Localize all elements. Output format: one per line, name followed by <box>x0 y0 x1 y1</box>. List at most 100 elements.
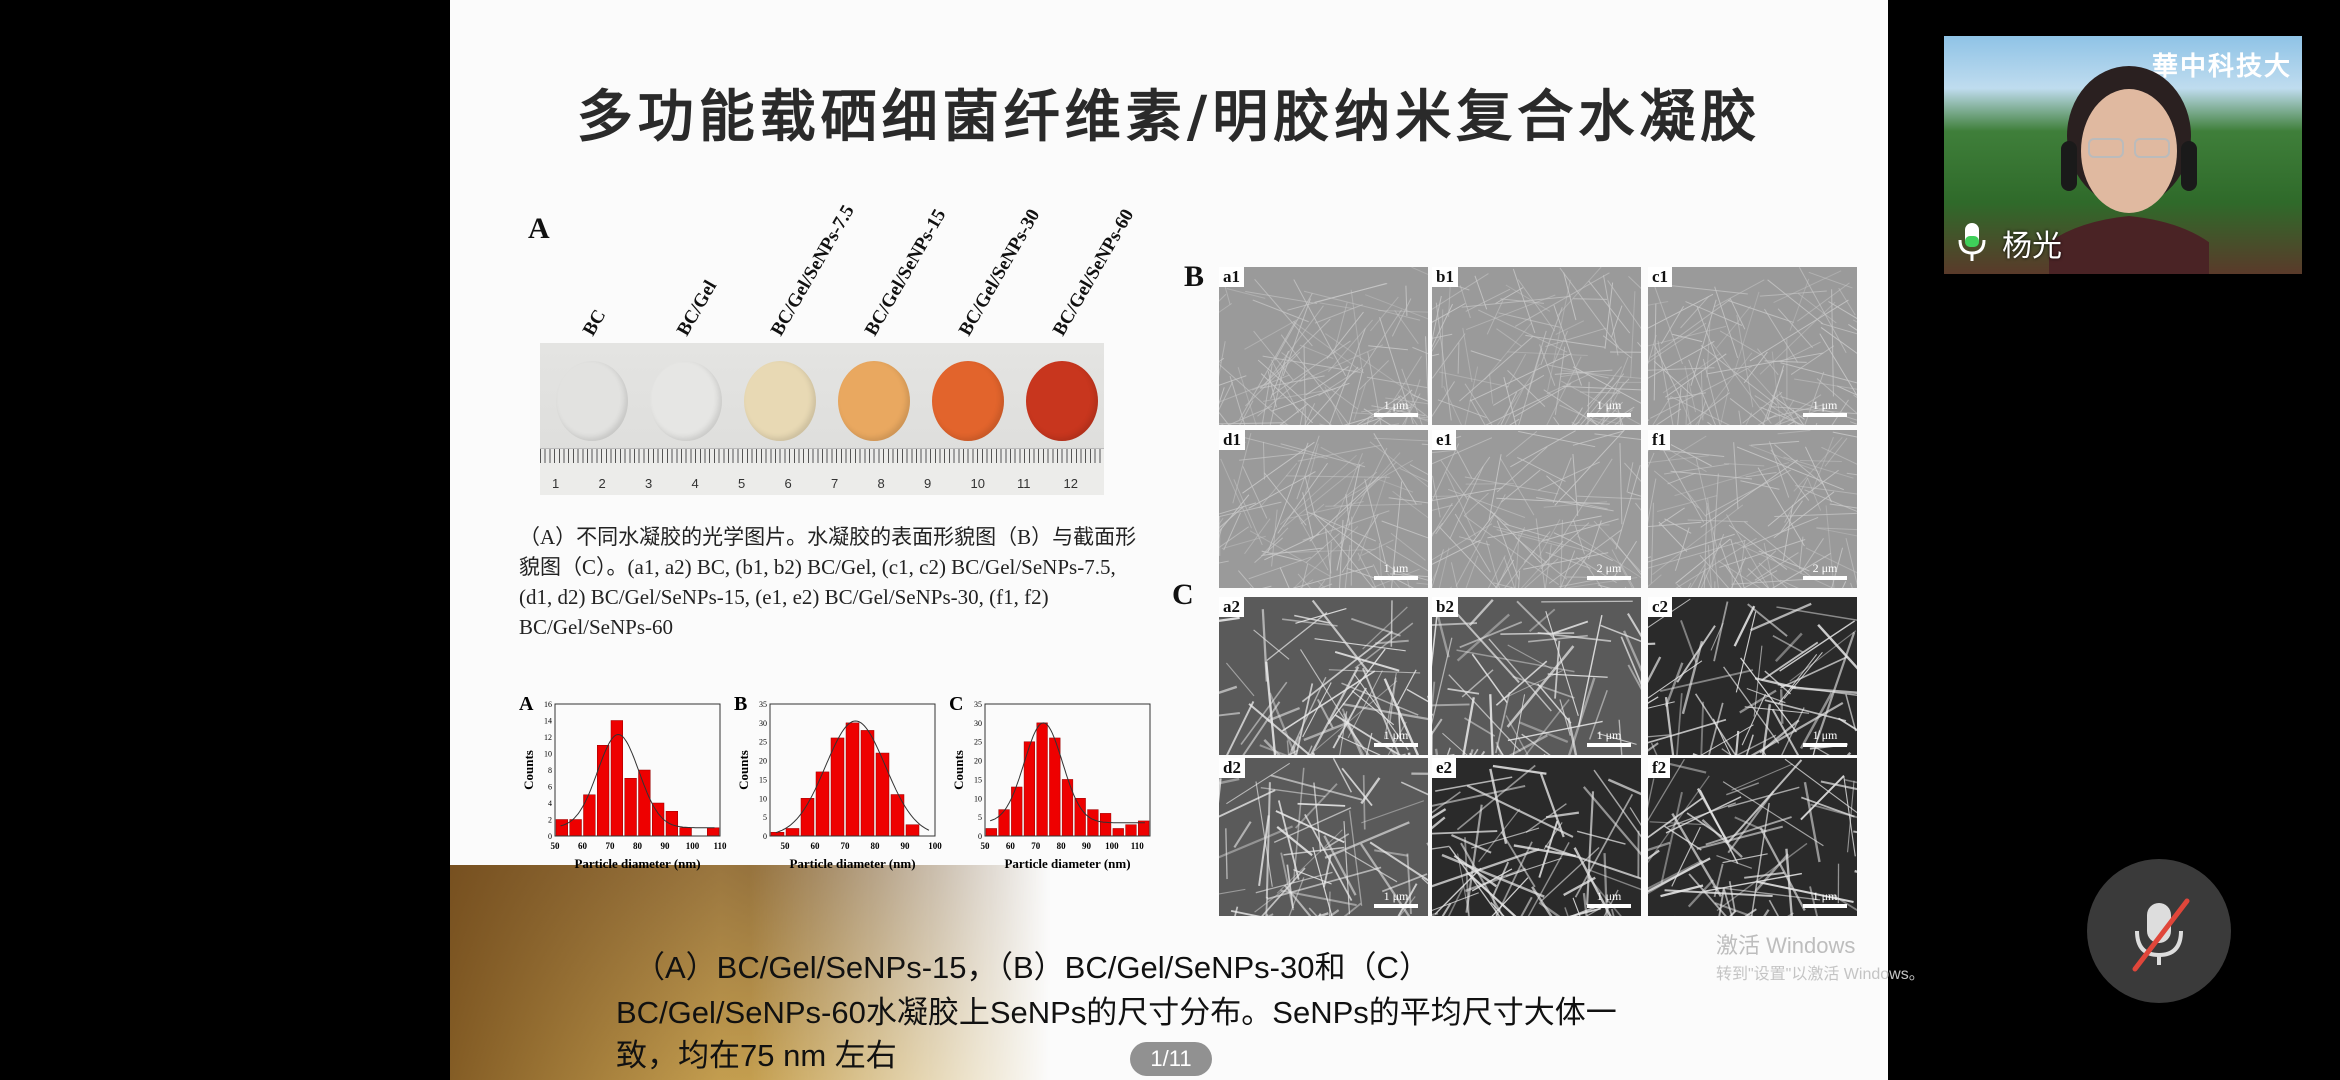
ruler-number: 3 <box>645 476 653 491</box>
histogram-bar <box>770 831 785 837</box>
sem-image-e2: e2 1 μm <box>1432 758 1641 916</box>
scale-bar: 1 μm <box>1803 728 1847 747</box>
panel-label: B <box>734 693 747 715</box>
x-tick-label: 80 <box>633 841 643 851</box>
video-tile[interactable]: 華中科技大 杨光 <box>1944 36 2302 274</box>
figure-caption: （A）不同水凝胶的光学图片。水凝胶的表面形貌图（B）与截面形貌图（C）。(a1,… <box>519 525 1137 639</box>
sem-image-d1: d1 1 μm <box>1219 430 1428 588</box>
subtitle-line-3: 致，均在75 nm 左右 <box>616 1038 897 1073</box>
x-tick-label: 60 <box>811 841 821 851</box>
x-tick-label: 90 <box>901 841 911 851</box>
page-indicator[interactable]: 1/11 <box>1130 1042 1212 1076</box>
x-tick-label: 100 <box>686 841 700 851</box>
plot-frame <box>554 703 721 837</box>
ruler-number: 7 <box>831 476 839 491</box>
y-tick-label: 0 <box>763 832 767 841</box>
y-tick-label: 20 <box>759 757 767 766</box>
mute-toggle-button[interactable] <box>2087 859 2231 1003</box>
x-tick-label: 60 <box>1006 841 1016 851</box>
sem-fiber-texture <box>1648 598 1857 755</box>
panel-label: C <box>949 693 963 715</box>
ruler-number: 2 <box>598 476 606 491</box>
histogram-bar <box>860 730 875 837</box>
y-tick-label: 12 <box>544 733 552 742</box>
histogram-bar <box>597 745 610 837</box>
sem-image-a1: a1 1 μm <box>1219 267 1428 425</box>
sem-fiber-texture <box>1432 267 1641 425</box>
sem-image-c1: c1 1 μm <box>1648 267 1857 425</box>
sem-panel-label: b2 <box>1432 597 1458 617</box>
histogram-a: A 50 60 70 80 90 100 110 0 2 4 6 8 10 12 14 16 Particle d… <box>519 693 727 871</box>
sem-panel-label: e1 <box>1432 430 1457 450</box>
scale-bar: 1 μm <box>1587 728 1631 747</box>
x-tick-label: 110 <box>713 841 727 851</box>
sem-panel-label: e2 <box>1432 758 1457 778</box>
scale-bar: 1 μm <box>1374 728 1418 747</box>
y-axis-label: Counts <box>951 750 966 790</box>
hydrogel-disc <box>1026 361 1098 441</box>
sample-label: BC/Gel/SeNPs-15 <box>860 205 951 340</box>
ruler-number: 8 <box>877 476 885 491</box>
sem-fiber-texture <box>1648 430 1857 588</box>
x-tick-label: 80 <box>871 841 881 851</box>
scale-bar: 1 μm <box>1803 398 1847 417</box>
sem-image-e1: e1 2 μm <box>1432 430 1641 588</box>
sem-image-a2: a2 1 μm <box>1219 597 1428 755</box>
sem-fiber-texture <box>1432 430 1641 588</box>
scale-bar: 2 μm <box>1803 561 1847 580</box>
sem-panel-label: d1 <box>1219 430 1245 450</box>
gaussian-fit-line <box>989 722 1145 824</box>
sem-fiber-texture <box>1432 764 1641 916</box>
sem-fiber-texture <box>1219 758 1428 916</box>
sem-image-b1: b1 1 μm <box>1432 267 1641 425</box>
scale-bar: 1 μm <box>1803 889 1847 908</box>
hydrogel-disc <box>556 361 628 441</box>
sem-panel-label: f1 <box>1648 430 1671 450</box>
sem-panel-label: c2 <box>1648 597 1673 617</box>
sample-label: BC/Gel/SeNPs-7.5 <box>766 201 859 340</box>
y-axis-label: Counts <box>521 750 536 790</box>
x-tick-label: 60 <box>578 841 588 851</box>
slide-title: 多功能载硒细菌纤维素/明胶纳米复合水凝胶 <box>576 85 1762 150</box>
sem-panel-label: a1 <box>1219 267 1244 287</box>
x-axis-label: Particle diameter (nm) <box>789 856 915 871</box>
gaussian-fit-line <box>775 720 930 834</box>
y-axis-label: Counts <box>736 750 751 790</box>
y-tick-label: 6 <box>548 783 552 792</box>
sem-panel-label: f2 <box>1648 758 1671 778</box>
y-tick-label: 30 <box>974 719 982 728</box>
scale-bar: 1 μm <box>1374 398 1418 417</box>
y-tick-label: 25 <box>974 738 982 747</box>
y-tick-label: 0 <box>548 832 552 841</box>
histogram-c: C 50 60 70 80 90 100 110 0 5 10 15 20 25 30 35 Particle … <box>949 693 1151 871</box>
y-tick-label: 14 <box>544 717 552 726</box>
sem-fiber-texture <box>1432 599 1641 755</box>
sem-image-b2: b2 1 μm <box>1432 597 1641 755</box>
panel-label: A <box>519 693 534 715</box>
x-tick-label: 70 <box>1031 841 1041 851</box>
histogram-bar <box>665 811 678 837</box>
histogram-bar <box>569 819 582 837</box>
sem-fiber-texture <box>1219 433 1428 588</box>
ruler-number: 10 <box>970 476 985 491</box>
x-tick-label: 50 <box>551 841 561 851</box>
histogram-bar <box>985 828 997 837</box>
y-tick-label: 30 <box>759 719 767 728</box>
y-tick-label: 16 <box>544 700 552 709</box>
plot-frame <box>769 703 936 837</box>
y-tick-label: 5 <box>763 813 767 822</box>
x-tick-label: 90 <box>661 841 671 851</box>
sem-fiber-texture <box>1648 267 1857 425</box>
panel-c-label: C <box>1172 578 1194 611</box>
y-tick-label: 35 <box>759 700 767 709</box>
histogram-bar <box>845 722 860 837</box>
gaussian-fit-line <box>560 733 715 829</box>
x-axis-label: Particle diameter (nm) <box>1004 856 1130 871</box>
scale-bar: 1 μm <box>1374 561 1418 580</box>
y-tick-label: 0 <box>978 832 982 841</box>
x-tick-label: 80 <box>1057 841 1067 851</box>
y-tick-label: 15 <box>759 775 767 784</box>
x-tick-label: 70 <box>841 841 851 851</box>
panel-b-label: B <box>1184 260 1205 293</box>
y-tick-label: 8 <box>548 766 552 775</box>
